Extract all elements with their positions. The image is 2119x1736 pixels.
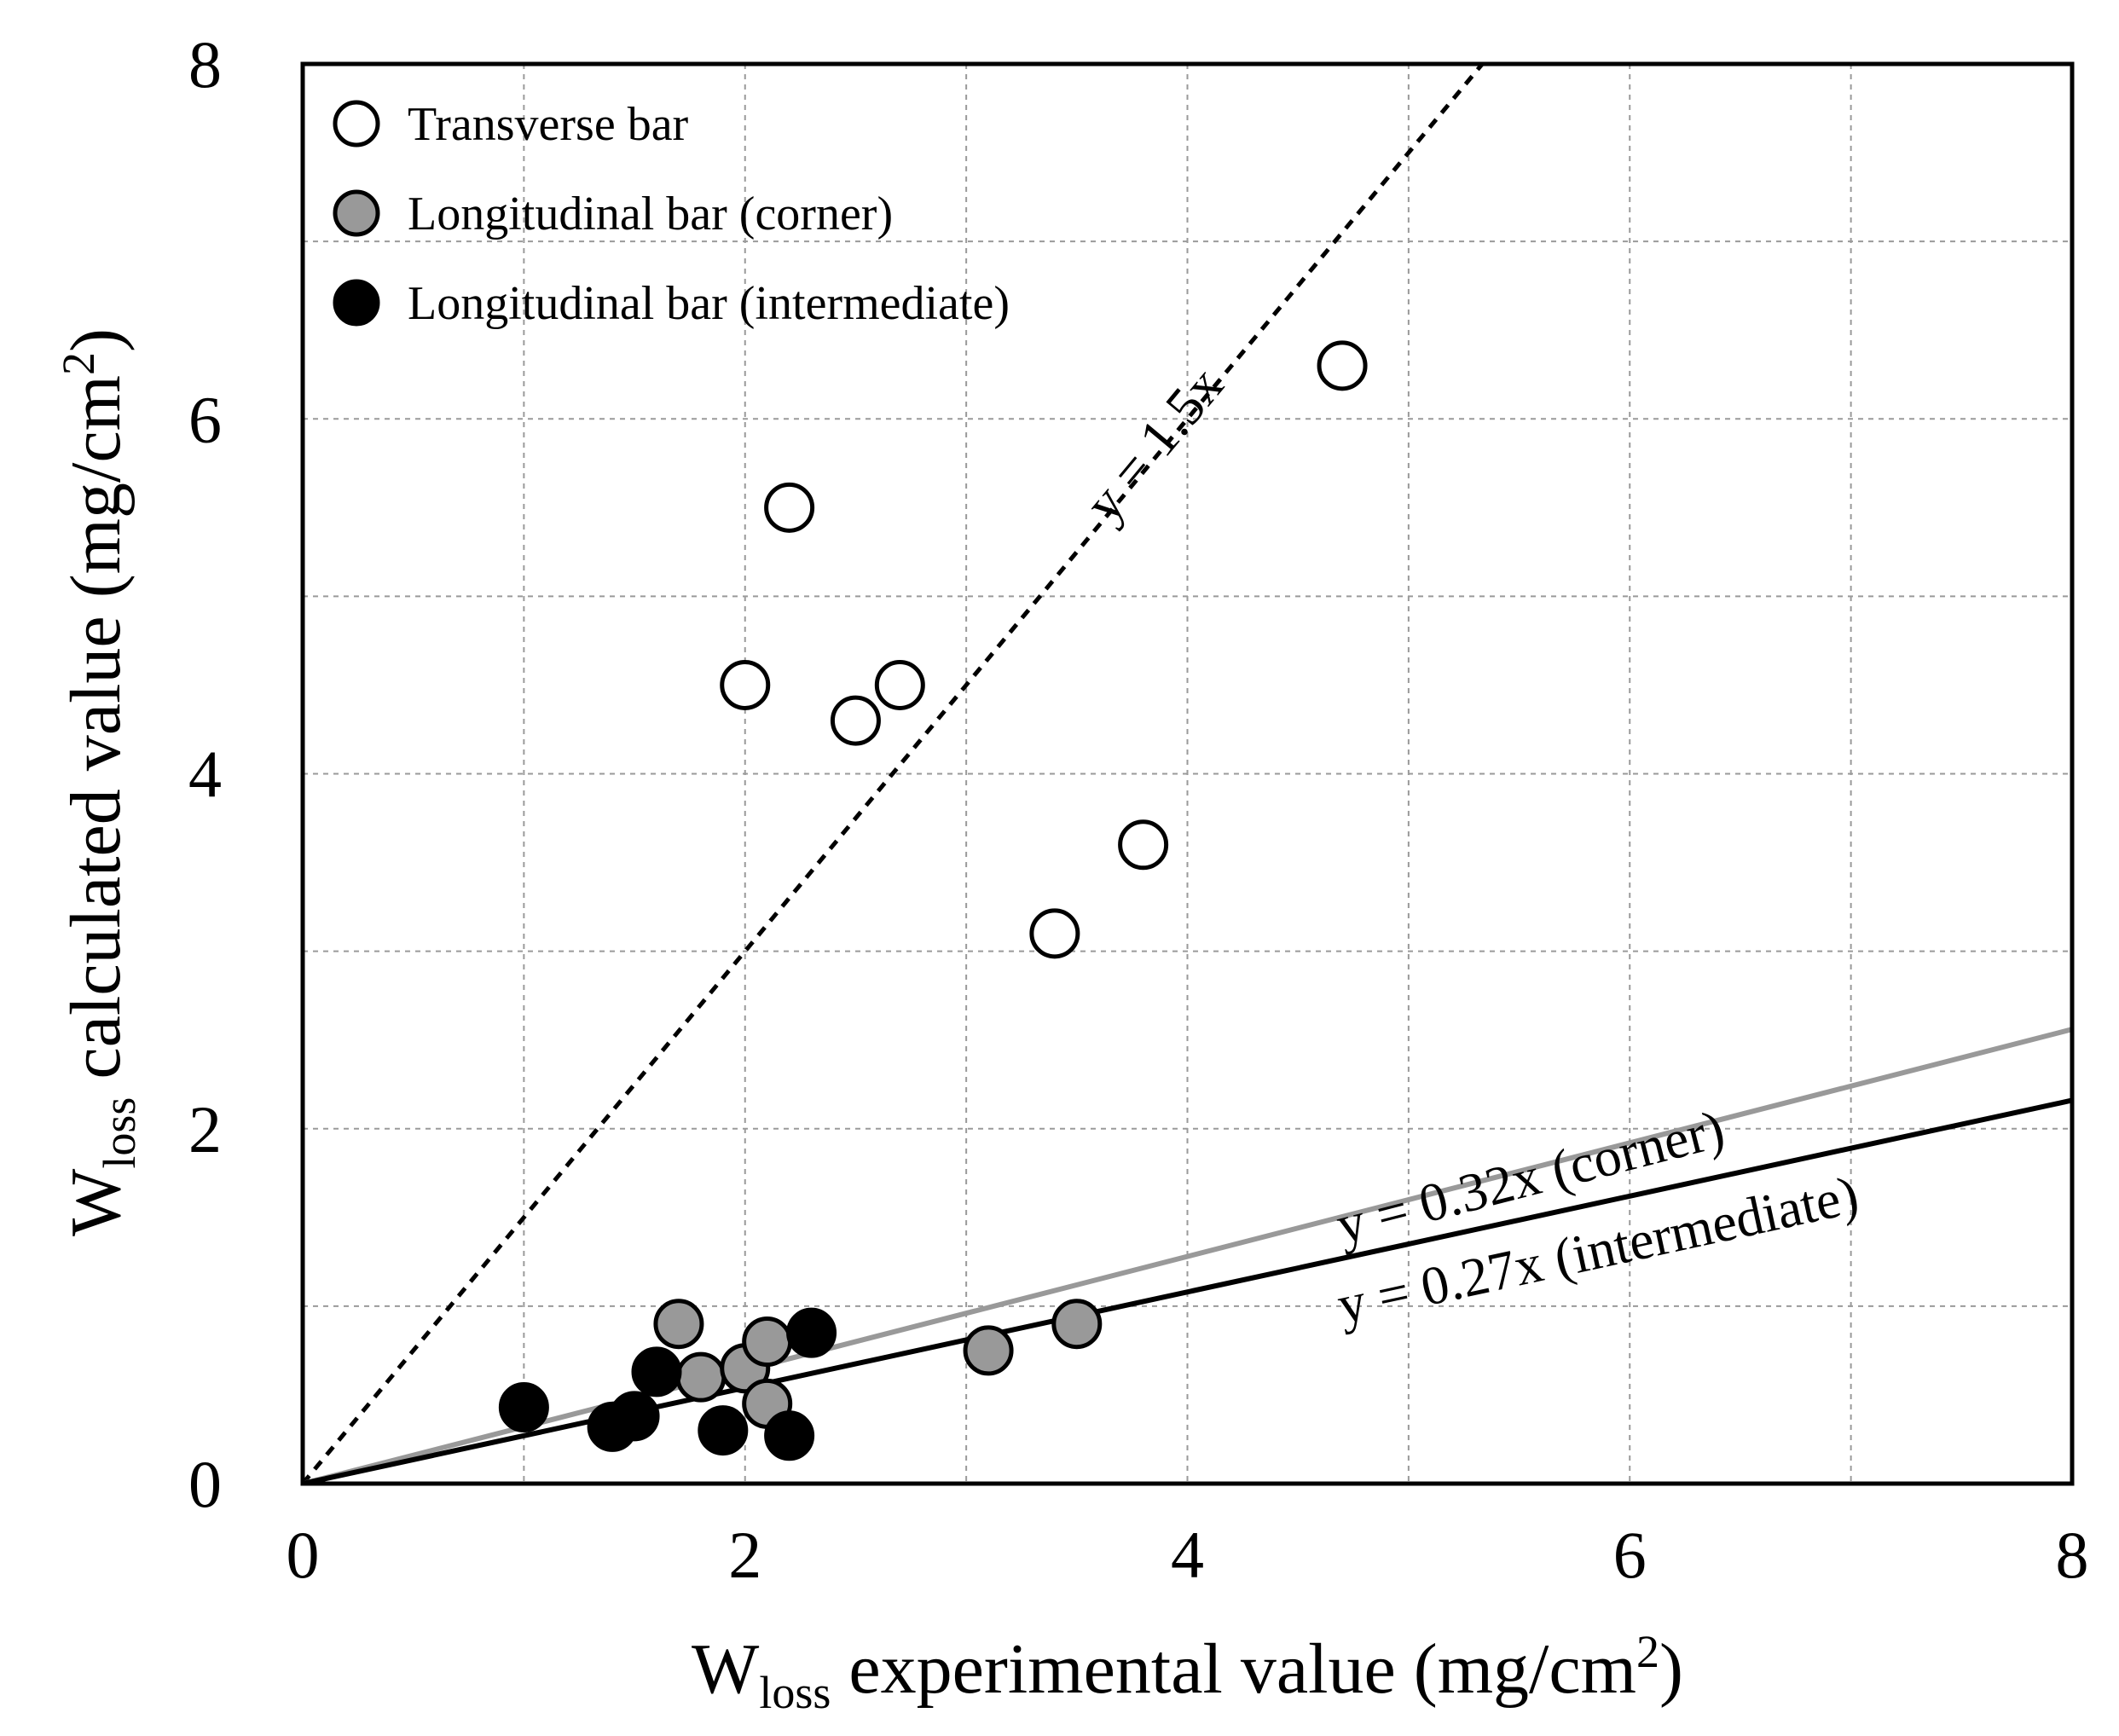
line-labels: y = 1.5xy = 0.32x (corner)y = 0.27x (int… (1073, 356, 1864, 1336)
legend-marker-0 (333, 100, 380, 148)
legend-marker-1 (333, 189, 380, 237)
point-s2-5 (764, 1410, 815, 1461)
y-tick-label: 6 (188, 382, 222, 456)
ref-line-dashed-1.5x (303, 64, 1485, 1484)
x-tick-label: 8 (2056, 1518, 2089, 1592)
point-s0-2 (830, 695, 881, 746)
point-s2-3 (631, 1346, 682, 1397)
plot-frame (300, 61, 2075, 1486)
x-axis-title: Wloss experimental value (mg/cm2) (692, 1626, 1683, 1718)
line-label-dashed-1.5x: y = 1.5x (1073, 356, 1235, 534)
x-tick-label: 4 (1171, 1518, 1204, 1592)
point-s0-6 (1317, 340, 1368, 391)
x-tick-label: 6 (1613, 1518, 1647, 1592)
point-s0-3 (874, 659, 925, 710)
point-s1-5 (963, 1325, 1014, 1376)
point-s2-6 (786, 1307, 837, 1358)
legend-label-2: Longitudinal bar (intermediate) (408, 277, 1010, 330)
legend-marker-2 (333, 279, 380, 327)
data-points (498, 340, 1368, 1461)
point-s0-1 (720, 659, 771, 710)
legend: Transverse bar Longitudinal bar (corner) L… (333, 98, 1010, 330)
point-s0-4 (1029, 908, 1080, 959)
y-tick-label: 0 (188, 1447, 222, 1521)
y-tick-label: 4 (188, 738, 222, 812)
point-s1-1 (675, 1351, 727, 1403)
point-s1-6 (1051, 1299, 1103, 1350)
y-tick-label: 8 (188, 27, 222, 101)
point-s0-0 (764, 482, 815, 533)
point-s0-5 (1118, 819, 1169, 871)
x-tick-label: 2 (728, 1518, 761, 1592)
x-tick-label: 0 (287, 1518, 320, 1592)
grid (303, 64, 2072, 1484)
y-tick-label: 2 (188, 1092, 222, 1166)
point-s2-2 (609, 1391, 660, 1442)
legend-label-0: Transverse bar (408, 98, 689, 151)
point-s1-0 (653, 1299, 704, 1350)
tick-labels: 0 2 4 6 8 0 2 4 6 8 (188, 27, 2089, 1592)
legend-label-1: Longitudinal bar (corner) (408, 188, 893, 240)
point-s2-0 (498, 1382, 549, 1433)
y-axis-title: Wloss calculated value (mg/cm2) (53, 328, 145, 1236)
point-s2-4 (698, 1405, 749, 1456)
point-s1-3 (742, 1316, 793, 1367)
